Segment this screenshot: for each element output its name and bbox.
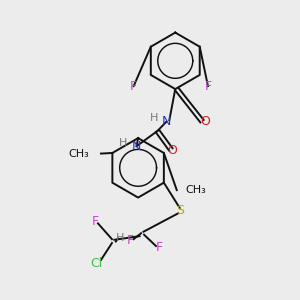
Text: S: S [176,204,184,218]
Text: F: F [155,241,163,254]
Text: F: F [204,80,211,93]
Text: CH₃: CH₃ [186,185,206,195]
Text: F: F [130,80,137,93]
Text: Cl: Cl [90,257,103,270]
Text: N: N [162,115,171,128]
Text: H: H [116,233,124,243]
Text: O: O [167,144,177,158]
Text: H: H [150,113,159,123]
Text: F: F [92,215,99,228]
Text: N: N [132,140,141,153]
Text: H: H [118,138,127,148]
Text: CH₃: CH₃ [68,148,89,159]
Text: F: F [127,234,134,247]
Text: O: O [200,115,210,128]
